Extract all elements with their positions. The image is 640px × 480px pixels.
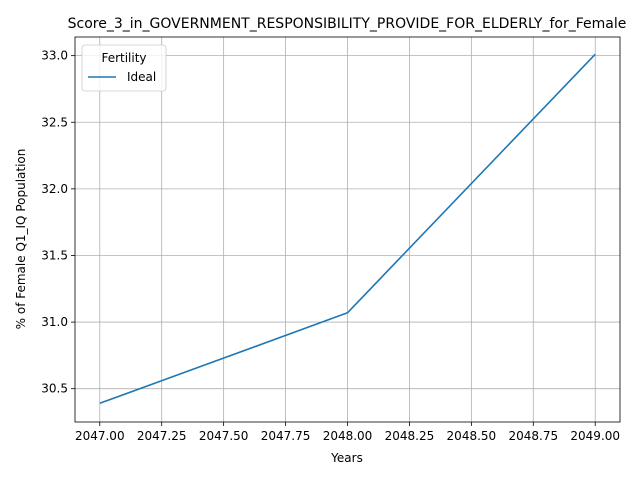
y-tick-label: 31.5 <box>41 248 68 262</box>
y-tick-label: 32.5 <box>41 115 68 129</box>
x-axis-label: Years <box>330 451 363 465</box>
legend: Fertility Ideal <box>81 44 167 92</box>
y-axis-label: % of Female Q1_IQ Population <box>14 149 28 330</box>
x-tick-label: 2048.00 <box>323 429 373 443</box>
legend-title: Fertility <box>101 51 146 65</box>
legend-label-ideal: Ideal <box>127 70 156 84</box>
x-tick-label: 2047.50 <box>199 429 249 443</box>
x-tick-label: 2049.00 <box>570 429 620 443</box>
y-tick-label: 32.0 <box>41 182 68 196</box>
y-tick-label: 33.0 <box>41 49 68 63</box>
y-tick-label: 30.5 <box>41 382 68 396</box>
x-tick-label: 2047.75 <box>261 429 311 443</box>
x-tick-label: 2048.50 <box>447 429 497 443</box>
x-tick-label: 2047.00 <box>75 429 125 443</box>
legend-box <box>81 44 167 92</box>
x-tick-label: 2048.25 <box>385 429 435 443</box>
chart-title: Score_3_in_GOVERNMENT_RESPONSIBILITY_PRO… <box>68 16 627 32</box>
x-tick-label: 2048.75 <box>508 429 558 443</box>
x-tick-label: 2047.25 <box>137 429 187 443</box>
y-tick-label: 31.0 <box>41 315 68 329</box>
